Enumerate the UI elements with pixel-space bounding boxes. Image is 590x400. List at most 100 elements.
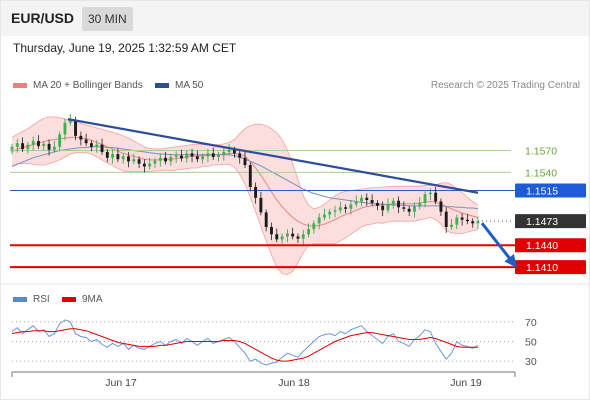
candle-body <box>254 186 258 198</box>
candle-body <box>74 119 77 136</box>
rsi-label: RSI <box>33 294 50 305</box>
legend-ma-bb: MA 20 + Bollinger Bands <box>13 80 143 91</box>
symbol-label: EUR/USD <box>11 10 75 26</box>
candle-body <box>476 221 480 224</box>
candle-body <box>42 143 46 147</box>
candle-body <box>391 200 395 205</box>
price-level-label-1.1473: 1.1473 <box>526 216 558 228</box>
candle-body <box>322 214 326 218</box>
candle-body <box>386 204 390 211</box>
x-tick-label: Jun 17 <box>105 377 137 389</box>
candle-body <box>148 163 152 167</box>
candles-group <box>10 114 480 245</box>
candle-body <box>63 122 67 135</box>
candle-body <box>243 157 247 166</box>
candle-body <box>338 207 342 211</box>
candle-body <box>58 134 62 147</box>
ma50-label: MA 50 <box>175 80 204 91</box>
candle-body <box>360 197 363 202</box>
candle-body <box>344 207 348 209</box>
candle-body <box>79 135 83 140</box>
price-level-label-1.1570: 1.1570 <box>525 145 557 157</box>
bollinger-upper-line <box>11 116 479 210</box>
candle-body <box>89 143 93 147</box>
candle-body <box>413 206 416 212</box>
candle-body <box>137 159 141 164</box>
candle-body <box>180 155 183 159</box>
candle-body <box>232 149 236 154</box>
rsi-level-label-30: 30 <box>525 356 537 368</box>
candle-body <box>217 154 220 158</box>
candle-body <box>95 144 99 147</box>
candle-body <box>270 226 273 235</box>
candle-body <box>15 143 19 147</box>
ma-bb-label: MA 20 + Bollinger Bands <box>33 80 143 91</box>
candle-body <box>132 159 136 162</box>
price-level-box-1.1410 <box>515 260 586 275</box>
candle-body <box>375 202 379 206</box>
price-level-box-1.1440 <box>515 238 586 253</box>
candle-body <box>333 210 337 212</box>
ma-bb-swatch <box>13 83 27 88</box>
rsi-level-label-70: 70 <box>525 317 537 329</box>
candle-body <box>100 144 104 152</box>
candle-body <box>444 211 448 227</box>
candle-body <box>259 197 263 213</box>
candle-body <box>238 153 242 158</box>
price-level-box-1.1515 <box>515 183 586 198</box>
candle-body <box>31 140 35 145</box>
candle-body <box>37 140 40 147</box>
trendline <box>67 118 479 194</box>
candle-body <box>195 156 199 160</box>
candle-body <box>201 156 205 160</box>
timeframe-button[interactable]: 30 MIN <box>82 7 133 31</box>
candle-body <box>169 157 173 162</box>
candle-body <box>68 119 72 123</box>
candle-body <box>185 153 189 159</box>
candle-body <box>296 236 300 239</box>
legend-ma50: MA 50 <box>155 80 203 91</box>
header-bar: EUR/USD 30 MIN <box>0 0 590 36</box>
price-level-label-1.1440: 1.1440 <box>526 240 558 252</box>
legend-ma9: 9MA <box>62 294 103 305</box>
bollinger-lower-line <box>11 152 479 275</box>
candle-body <box>434 192 438 202</box>
candle-body <box>370 200 374 203</box>
candle-body <box>402 207 406 209</box>
candle-body <box>127 156 130 162</box>
candle-body <box>312 223 316 230</box>
candle-body <box>291 233 295 237</box>
rsi-level-label-50: 50 <box>525 336 537 348</box>
timestamp: Thursday, June 19, 2025 1:32:59 AM CET <box>13 41 237 55</box>
candle-body <box>264 212 268 227</box>
candle-body <box>317 217 321 224</box>
rsi-swatch <box>13 297 27 302</box>
candle-body <box>460 217 464 220</box>
candle-body <box>280 236 284 240</box>
x-tick-label: Jun 19 <box>450 377 482 389</box>
candle-body <box>206 153 210 157</box>
candle-body <box>164 157 168 162</box>
candle-body <box>211 153 215 158</box>
candle-body <box>222 151 226 155</box>
candle-body <box>174 155 178 158</box>
candle-body <box>285 233 289 237</box>
legend-rsi: RSI <box>13 294 50 305</box>
candle-body <box>354 201 358 205</box>
candle-body <box>105 151 109 158</box>
candle-body <box>121 156 125 160</box>
candle-body <box>84 139 88 144</box>
candle-body <box>407 208 411 212</box>
candle-body <box>301 234 305 239</box>
candle-body <box>111 154 115 158</box>
candle-body <box>465 219 469 222</box>
credit-text: Research © 2025 Trading Central <box>430 80 580 91</box>
candle-body <box>423 194 427 203</box>
x-tick-label: Jun 18 <box>278 377 310 389</box>
candle-body <box>455 217 459 225</box>
candle-body <box>428 192 432 195</box>
candle-body <box>142 163 146 167</box>
candle-body <box>418 202 422 207</box>
ma9-swatch <box>62 297 76 302</box>
